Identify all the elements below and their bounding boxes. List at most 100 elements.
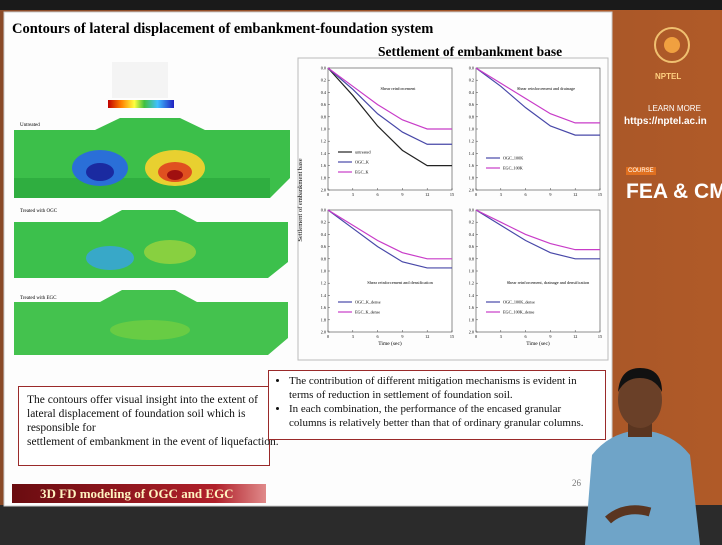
legend-label: OGC_K_dense: [355, 300, 381, 305]
y-tick-label: 1.6: [469, 163, 474, 168]
y-tick-label: 1.2: [469, 281, 474, 286]
x-tick-label: 6: [525, 334, 527, 339]
y-tick-label: 0.4: [469, 232, 475, 237]
x-tick-label: 0: [475, 334, 477, 339]
y-tick-label: 0.6: [469, 244, 474, 249]
y-axis-label: Settlement of embankment base: [297, 158, 304, 241]
contour-untreated: [14, 118, 290, 198]
y-tick-label: 0.6: [469, 102, 474, 107]
x-tick-label: 15: [598, 192, 602, 197]
legend-label: untreated: [355, 150, 371, 155]
bullet-list: The contribution of different mitigation…: [275, 374, 601, 430]
legend-label: EGC_K_dense: [355, 310, 380, 315]
legend-label: OGC_100K: [503, 156, 523, 161]
x-tick-label: 15: [450, 192, 454, 197]
plot-area: [476, 210, 600, 332]
slide-title: Contours of lateral displacement of emba…: [12, 21, 433, 37]
y-tick-label: 0.0: [469, 66, 474, 71]
y-tick-label: 1.4: [469, 293, 475, 298]
page: Contours of lateral displacement of emba…: [0, 0, 722, 545]
legend-label: EGC_100K_dense: [503, 310, 535, 315]
y-tick-label: 0.0: [321, 208, 326, 213]
x-tick-label: 6: [525, 192, 527, 197]
x-tick-label: 3: [500, 334, 502, 339]
x-tick-label: 0: [327, 192, 329, 197]
x-tick-label: 3: [352, 334, 354, 339]
y-tick-label: 2.0: [469, 330, 474, 335]
x-tick-label: 15: [450, 334, 454, 339]
y-tick-label: 1.0: [469, 269, 474, 274]
y-tick-label: 0.2: [469, 220, 474, 225]
note-line: settlement of embankment in the event of…: [27, 435, 269, 449]
contour-label: Untreated: [20, 123, 40, 128]
plot-title: Shear reinforcement and densification: [367, 280, 433, 285]
course-title: FEA & CM: [626, 180, 722, 204]
y-tick-label: 0.2: [321, 78, 326, 83]
x-tick-label: 12: [573, 192, 577, 197]
x-tick-label: 12: [425, 334, 429, 339]
y-tick-label: 0.6: [321, 244, 326, 249]
page-number: 26: [572, 478, 582, 488]
y-tick-label: 0.8: [469, 114, 474, 119]
plot-area: [328, 210, 452, 332]
contour-label: Treated with OGC: [20, 209, 58, 214]
y-tick-label: 1.8: [469, 317, 474, 322]
y-tick-label: 2.0: [321, 330, 326, 335]
y-tick-label: 0.2: [321, 220, 326, 225]
y-tick-label: 1.6: [321, 163, 326, 168]
legend-label: OGC_K: [355, 160, 369, 165]
y-tick-label: 1.6: [321, 305, 326, 310]
y-tick-label: 1.4: [321, 151, 327, 156]
colour-bar: [108, 100, 174, 108]
y-tick-label: 2.0: [321, 188, 326, 193]
x-tick-label: 6: [377, 192, 379, 197]
x-tick-label: 12: [573, 334, 577, 339]
logo-text: NPTEL: [655, 72, 681, 81]
x-tick-label: 9: [401, 334, 403, 339]
x-tick-label: 9: [401, 192, 403, 197]
y-tick-label: 0.8: [469, 256, 474, 261]
plot-title: Shear reinforcement: [381, 86, 417, 91]
y-tick-label: 1.4: [469, 151, 475, 156]
slide-subtitle: Settlement of embankment base: [378, 44, 562, 59]
colour-bar-labels: [112, 62, 168, 98]
note-line: responsible for: [27, 421, 269, 435]
y-tick-label: 1.8: [321, 175, 326, 180]
y-tick-label: 1.0: [321, 269, 326, 274]
y-tick-label: 1.0: [469, 127, 474, 132]
x-axis-label: Time (sec): [526, 340, 550, 347]
x-axis-label: Time (sec): [378, 340, 402, 347]
plot-title: Shear reinforcement and drainage: [517, 86, 575, 91]
logo-core: [664, 37, 680, 53]
top-strip: [0, 0, 722, 10]
legend-label: OGC_100K_dense: [503, 300, 535, 305]
y-tick-label: 0.0: [321, 66, 326, 71]
legend-label: EGC_100K: [503, 166, 523, 171]
note-line: The contours offer visual insight into t…: [27, 393, 269, 407]
y-tick-label: 1.8: [469, 175, 474, 180]
y-tick-label: 0.8: [321, 256, 326, 261]
x-tick-label: 9: [549, 334, 551, 339]
y-tick-label: 0.4: [321, 232, 327, 237]
x-tick-label: 12: [425, 192, 429, 197]
y-tick-label: 1.2: [321, 281, 326, 286]
url: https://nptel.ac.in: [624, 116, 707, 127]
colour-bar-legend: [112, 62, 168, 98]
y-tick-label: 0.0: [469, 208, 474, 213]
y-tick-label: 1.4: [321, 293, 327, 298]
x-tick-label: 3: [500, 192, 502, 197]
note-line: lateral displacement of foundation soil …: [27, 407, 269, 421]
bullet: In each combination, the performance of …: [289, 402, 601, 430]
x-tick-label: 9: [549, 192, 551, 197]
x-tick-label: 0: [475, 192, 477, 197]
y-tick-label: 0.4: [321, 90, 327, 95]
y-tick-label: 1.6: [469, 305, 474, 310]
y-tick-label: 0.4: [469, 90, 475, 95]
x-tick-label: 3: [352, 192, 354, 197]
y-tick-label: 0.6: [321, 102, 326, 107]
bullet: The contribution of different mitigation…: [289, 374, 601, 402]
contour-label: Treated with EGC: [20, 296, 57, 301]
y-tick-label: 1.0: [321, 127, 326, 132]
bullet-box: The contribution of different mitigation…: [268, 370, 606, 440]
footer-text: 3D FD modeling of OGC and EGC: [40, 486, 234, 501]
